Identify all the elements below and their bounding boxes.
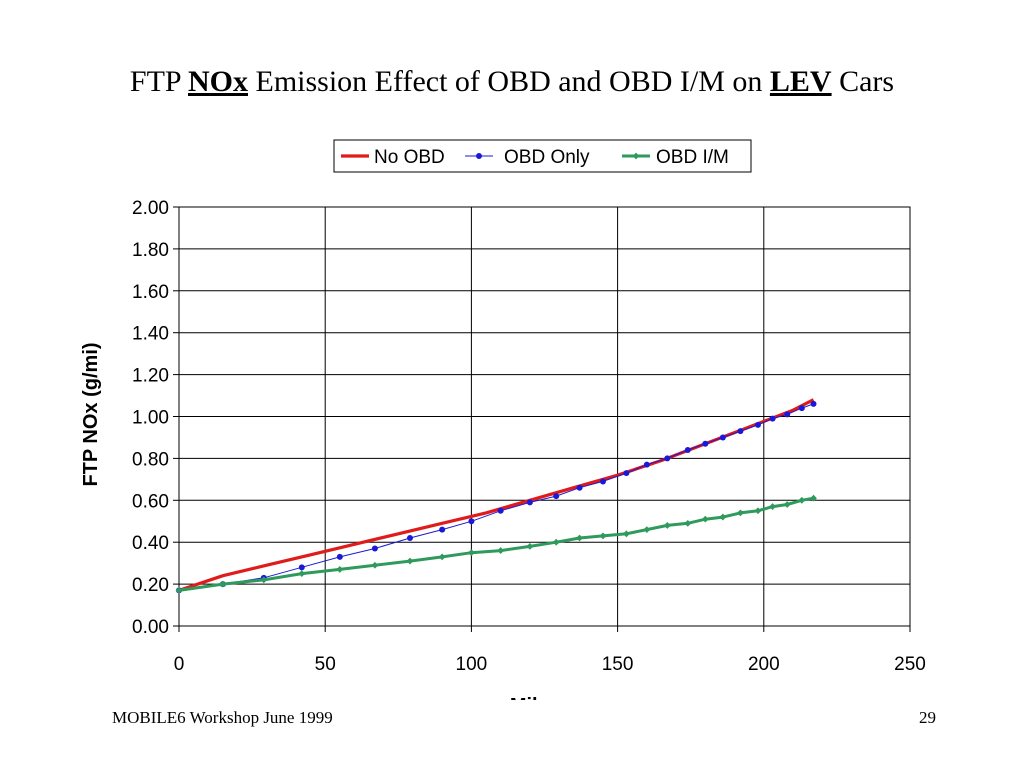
data-point: [810, 494, 817, 502]
title-lev: LEV: [769, 65, 832, 98]
y-tick-label: 1.60: [132, 282, 169, 303]
data-point: [336, 553, 343, 560]
legend-label: OBD Only: [504, 147, 590, 168]
x-axis-title: Mileage: [510, 695, 583, 700]
y-tick-label: 2.00: [132, 198, 169, 219]
legend-label: No OBD: [374, 147, 445, 168]
x-tick-label: 200: [748, 654, 780, 675]
x-tick-label: 50: [315, 654, 336, 675]
data-point: [798, 405, 805, 412]
data-point: [298, 564, 305, 571]
data-point: [497, 547, 505, 554]
series-obd-i-m: [175, 494, 817, 594]
y-tick-label: 0.80: [132, 449, 169, 470]
data-point: [783, 501, 791, 508]
data-point: [643, 526, 651, 534]
data-point: [737, 509, 744, 517]
data-point: [468, 518, 475, 525]
data-point: [702, 440, 709, 447]
y-tick-label: 1.00: [132, 408, 169, 429]
data-point: [468, 549, 475, 557]
data-point: [769, 503, 776, 510]
data-point: [684, 519, 692, 527]
data-point: [371, 545, 378, 552]
data-point: [552, 538, 560, 546]
legend-marker: [632, 152, 640, 160]
y-tick-label: 0.20: [132, 575, 169, 596]
y-tick-label: 1.40: [132, 324, 169, 345]
y-tick-label: 0.40: [132, 533, 169, 554]
nox-line-chart: 0.00 0.20 0.40 0.60 0.80 1.00 1.20 1.40 1.60 1.80…: [80, 139, 926, 700]
series-line: [178, 403, 814, 591]
data-point: [798, 496, 806, 504]
data-point: [810, 400, 817, 407]
x-tick-label: 250: [894, 654, 926, 675]
data-point: [701, 515, 709, 523]
data-point: [175, 586, 183, 594]
x-tick-label: 150: [602, 654, 634, 675]
y-tick-label: 1.80: [132, 240, 169, 261]
data-point: [526, 499, 533, 506]
title-text-1: FTP: [129, 65, 188, 98]
data-point: [576, 534, 583, 542]
title-text-3: Cars: [831, 65, 895, 98]
data-point: [784, 411, 791, 418]
title-text-2: Emission Effect of OBD and OBD I/M on: [248, 65, 770, 98]
data-point: [599, 532, 607, 540]
plot-frame: [178, 206, 911, 627]
legend: No OBD OBD Only OBD I/M: [333, 139, 752, 173]
data-point: [769, 415, 776, 422]
data-point: [526, 542, 534, 550]
data-point: [754, 421, 761, 428]
footer-workshop: MOBILE6 Workshop June 1999: [112, 708, 333, 727]
data-point: [737, 428, 744, 435]
page-number: 29: [919, 708, 936, 727]
data-point: [623, 470, 630, 477]
data-point: [336, 566, 344, 573]
data-point: [663, 522, 671, 529]
data-point: [553, 493, 560, 500]
legend-marker: [476, 153, 482, 159]
data-point: [684, 447, 691, 454]
data-point: [497, 507, 504, 514]
data-point: [371, 561, 379, 569]
y-tick-label: 0.60: [132, 491, 169, 512]
legend-label: OBD I/M: [656, 147, 729, 168]
y-tick-label: 1.20: [132, 366, 169, 387]
slide-title: FTP NOx Emission Effect of OBD and OBD I…: [0, 62, 1024, 102]
x-tick-label: 0: [174, 654, 185, 675]
legend-box: [333, 139, 752, 173]
data-point: [406, 535, 413, 542]
title-nox: NOx: [188, 65, 248, 98]
data-point: [622, 530, 630, 538]
y-axis-title: FTP NOx (g/mi): [80, 342, 102, 486]
data-point: [438, 553, 446, 561]
data-point: [260, 576, 268, 584]
data-point: [664, 455, 671, 462]
data-point: [219, 580, 227, 588]
data-point: [643, 461, 650, 468]
data-point: [406, 557, 414, 565]
data-point: [298, 570, 306, 578]
data-point: [599, 478, 606, 485]
y-tick-label: 0.00: [132, 617, 169, 638]
data-point: [754, 507, 762, 515]
data-point: [439, 526, 446, 533]
data-point: [719, 513, 727, 521]
x-tick-label: 100: [456, 654, 488, 675]
data-point: [719, 434, 726, 441]
data-point: [576, 484, 583, 491]
